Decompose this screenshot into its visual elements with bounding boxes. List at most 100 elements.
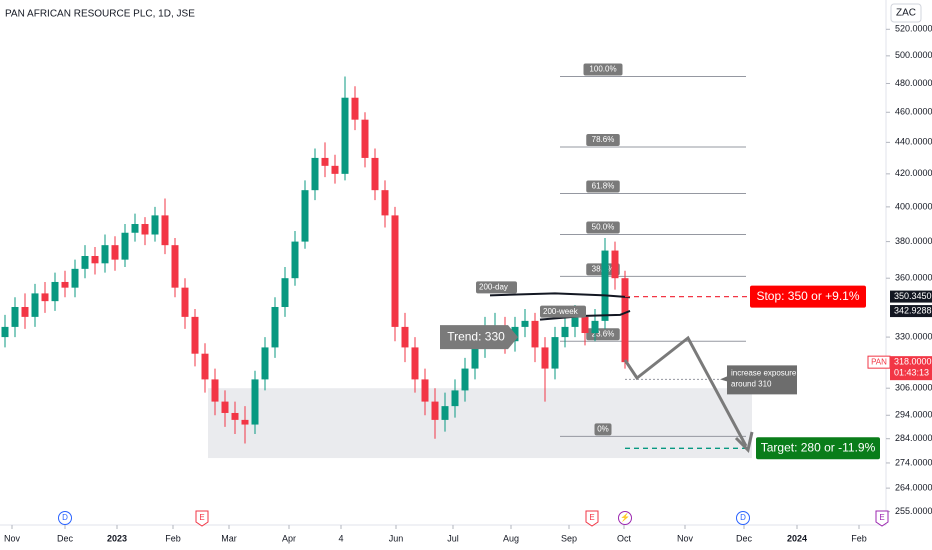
candle-body [61, 281, 69, 288]
candle-body [451, 390, 459, 407]
x-tick-label: Aug [503, 533, 519, 543]
candle-body [391, 215, 399, 327]
event-label: D [740, 513, 746, 522]
candle-body [571, 316, 579, 327]
candle-body [151, 215, 159, 235]
event-label: E [879, 513, 884, 522]
y-tick-label: 400.0000 [895, 201, 932, 211]
candle-body [1, 326, 9, 338]
target-box [756, 437, 880, 460]
price-tag: 350.3450 [894, 291, 932, 301]
projection-arrowhead [734, 431, 754, 453]
x-tick-label: Dec [736, 533, 753, 543]
candle-body [101, 245, 109, 264]
y-tick-label: 460.0000 [895, 107, 932, 117]
candle-body [261, 347, 269, 380]
candle-body [231, 412, 239, 420]
candle-body [161, 215, 169, 246]
candle-body [581, 316, 589, 333]
event-icon [195, 510, 209, 527]
candle-body [471, 347, 479, 369]
candle-body [251, 379, 259, 425]
event-label: E [589, 513, 594, 522]
exposure-label: around 310 [731, 380, 772, 389]
candle-body [41, 293, 49, 302]
candle-body [91, 255, 99, 264]
fib-label: 23.6% [592, 329, 615, 338]
candle-body [421, 379, 429, 402]
candle-body [291, 241, 299, 279]
exposure-label: increase exposure [731, 369, 797, 378]
candle-body [71, 268, 79, 288]
candle-body [381, 190, 389, 216]
y-tick-label: 306.0000 [895, 383, 932, 393]
candle-body [331, 165, 339, 174]
candle-body [401, 326, 409, 348]
x-tick-label: Sep [561, 533, 577, 543]
countdown: 01:43:13 [894, 368, 929, 378]
y-tick-label: 264.0000 [895, 482, 932, 492]
candle-body [141, 224, 149, 235]
candle-body [311, 157, 319, 191]
event-label: ⚡ [620, 512, 630, 522]
candle-body [591, 320, 599, 333]
fib-label-box [586, 221, 620, 234]
ma-label-box [476, 281, 517, 294]
candle-body [111, 245, 119, 260]
y-tick-label: 284.0000 [895, 433, 932, 443]
candle-body [21, 306, 29, 317]
candle-body [121, 232, 129, 260]
x-tick-label: Feb [851, 533, 867, 543]
fib-label: 78.6% [592, 135, 615, 144]
symbol-box [867, 355, 891, 369]
candle-body [31, 293, 39, 317]
x-tick-label: Nov [677, 533, 694, 543]
plot: 100.0%78.6%61.8%50.0%38.2%23.6%0%200-day… [1, 63, 752, 459]
price-tag-box [890, 290, 932, 303]
x-tick-label: Jun [389, 533, 404, 543]
y-tick-label: 330.0000 [895, 331, 932, 341]
fib-label: 61.8% [592, 182, 615, 191]
candle-body [51, 281, 59, 302]
y-tick-label: 360.0000 [895, 273, 932, 283]
symbol: PAN [871, 357, 887, 366]
trend-label: Trend: 330 [447, 329, 505, 343]
x-tick-label: Dec [57, 533, 74, 543]
candle-body [461, 368, 469, 391]
candle-body [11, 306, 19, 327]
candle-body [181, 287, 189, 317]
x-tick-label: Mar [221, 533, 237, 543]
event-icon [875, 510, 889, 527]
trend-box [440, 325, 518, 350]
x-tick-label: Jul [447, 533, 459, 543]
candle-body [241, 419, 249, 425]
candle-body [431, 401, 439, 420]
last-price: 318.0000 [894, 357, 932, 367]
event-icon [736, 511, 750, 525]
candle-body [191, 316, 199, 354]
candle-body [171, 245, 179, 288]
candle-body [521, 320, 529, 327]
candle-body [361, 119, 369, 158]
chart-title: PAN AFRICAN RESOURCE PLC, 1D, JSE [5, 9, 195, 20]
candle-body [301, 190, 309, 242]
currency-box[interactable] [890, 3, 922, 23]
fib-label-box [586, 180, 620, 193]
ma-label-box [540, 305, 586, 318]
candle-body [541, 347, 549, 369]
y-tick-label: 480.0000 [895, 78, 932, 88]
x-tick-label: Nov [4, 533, 21, 543]
candle-body [371, 157, 379, 191]
target-label: Target: 280 or -11.9% [761, 440, 876, 454]
price-tag: 342.9288 [894, 305, 932, 315]
y-tick-label: 500.0000 [895, 50, 932, 60]
fib-label: 0% [597, 424, 609, 433]
y-tick-label: 255.0000 [895, 506, 932, 516]
x-tick-label: 2023 [107, 533, 127, 543]
currency: ZAC [896, 8, 916, 19]
support-zone [208, 388, 752, 459]
ma-label: 200-week [543, 307, 579, 316]
price-tag-box [890, 305, 932, 318]
x-tick-label: Feb [165, 533, 181, 543]
candle-body [531, 320, 539, 348]
